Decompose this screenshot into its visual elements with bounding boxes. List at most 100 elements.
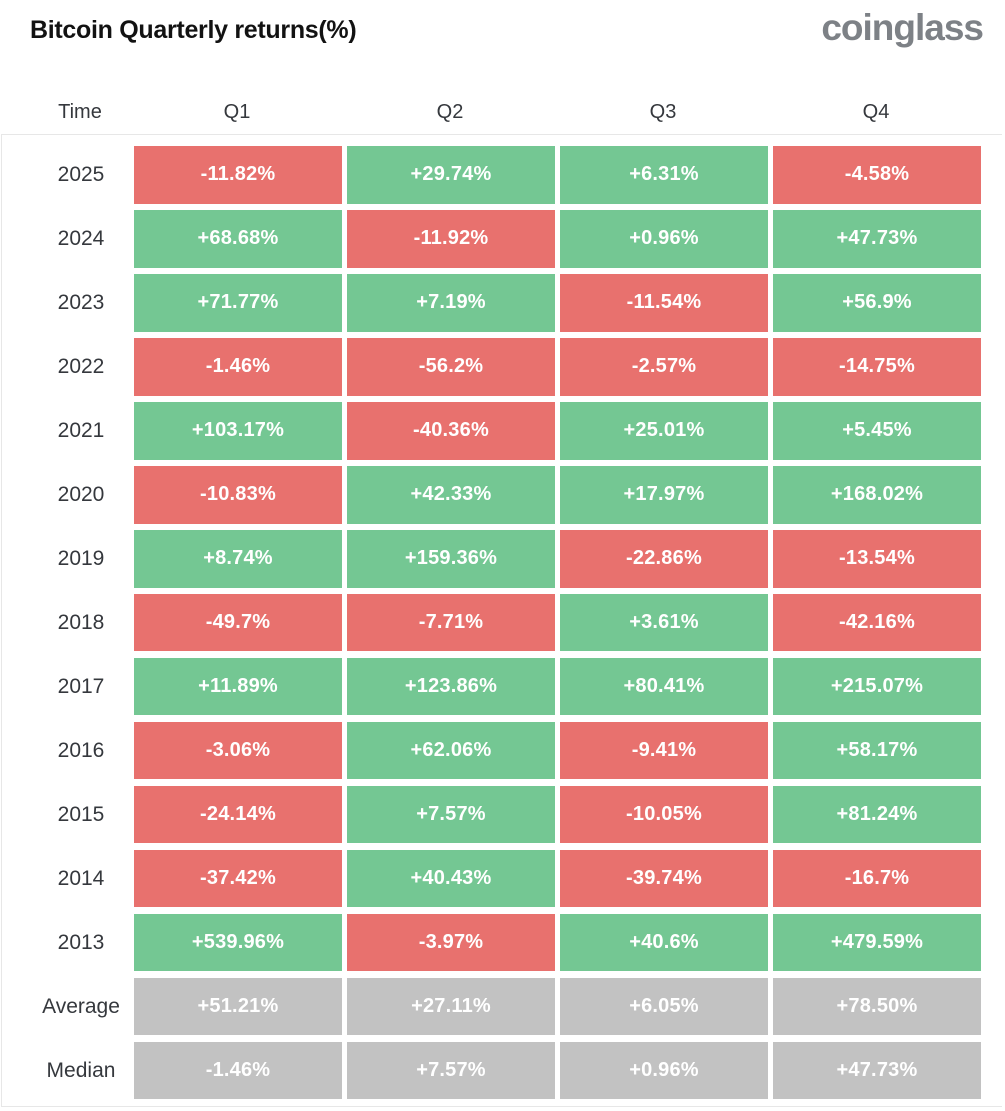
return-cell: +6.31%	[560, 146, 768, 204]
return-cell: +479.59%	[773, 913, 981, 972]
return-cell: -4.58%	[773, 146, 981, 204]
table-row: 2021 +103.17% -40.36% +25.01% +5.45%	[11, 401, 1002, 460]
row-label: 2014	[57, 866, 105, 890]
return-cell: +539.96%	[134, 913, 342, 972]
table-row: 2016 -3.06% +62.06% -9.41% +58.17%	[11, 721, 1002, 780]
table-row: Median -1.46% +7.57% +0.96% +47.73%	[11, 1041, 1002, 1100]
return-cell: -42.16%	[773, 593, 981, 652]
return-cell: +51.21%	[134, 977, 342, 1036]
table-row: 2022 -1.46% -56.2% -2.57% -14.75%	[11, 337, 1002, 396]
row-label: 2019	[57, 546, 105, 570]
return-cell: +17.97%	[560, 465, 768, 524]
row-label: 2015	[57, 802, 105, 826]
return-cell: -1.46%	[134, 1041, 342, 1100]
return-cell: +7.19%	[347, 273, 555, 332]
return-cell: -16.7%	[773, 849, 981, 908]
column-header-time: Time	[58, 100, 102, 123]
return-cell: +29.74%	[347, 146, 555, 204]
return-cell: +80.41%	[560, 657, 768, 716]
return-cell: -56.2%	[347, 337, 555, 396]
return-cell: -10.05%	[560, 785, 768, 844]
return-cell: -24.14%	[134, 785, 342, 844]
return-cell: -14.75%	[773, 337, 981, 396]
return-cell: +68.68%	[134, 209, 342, 268]
return-cell: -22.86%	[560, 529, 768, 588]
table-row: 2019 +8.74% +159.36% -22.86% -13.54%	[11, 529, 1002, 588]
return-cell: +40.43%	[347, 849, 555, 908]
return-cell: +8.74%	[134, 529, 342, 588]
page-header: Bitcoin Quarterly returns(%) coinglass	[0, 0, 1005, 50]
row-label: 2025	[57, 162, 105, 186]
return-cell: +7.57%	[347, 785, 555, 844]
return-cell: +71.77%	[134, 273, 342, 332]
return-cell: +159.36%	[347, 529, 555, 588]
row-label: 2022	[57, 354, 105, 378]
return-cell: +81.24%	[773, 785, 981, 844]
row-label: 2020	[57, 482, 105, 506]
table-header-row: Time Q1 Q2 Q3 Q4	[10, 90, 983, 134]
return-cell: +58.17%	[773, 721, 981, 780]
return-cell: +0.96%	[560, 1041, 768, 1100]
column-header-q2: Q2	[436, 100, 464, 123]
return-cell: -37.42%	[134, 849, 342, 908]
return-cell: -11.92%	[347, 209, 555, 268]
column-header-q1: Q1	[223, 100, 251, 123]
coinglass-logo: coinglass	[821, 7, 984, 48]
table-row: 2024 +68.68% -11.92% +0.96% +47.73%	[11, 209, 1002, 268]
table-row: 2014 -37.42% +40.43% -39.74% -16.7%	[11, 849, 1002, 908]
return-cell: -39.74%	[560, 849, 768, 908]
return-cell: +123.86%	[347, 657, 555, 716]
table-row: 2020 -10.83% +42.33% +17.97% +168.02%	[11, 465, 1002, 524]
row-label: Average	[42, 994, 120, 1018]
row-label: 2016	[57, 738, 105, 762]
return-cell: +47.73%	[773, 1041, 981, 1100]
return-cell: +6.05%	[560, 977, 768, 1036]
return-cell: -49.7%	[134, 593, 342, 652]
return-cell: +42.33%	[347, 465, 555, 524]
return-cell: +62.06%	[347, 721, 555, 780]
return-cell: +27.11%	[347, 977, 555, 1036]
return-cell: +56.9%	[773, 273, 981, 332]
row-label: 2018	[57, 610, 105, 634]
row-label: Median	[46, 1058, 116, 1082]
row-label: 2024	[57, 226, 105, 250]
table-row: 2018 -49.7% -7.71% +3.61% -42.16%	[11, 593, 1002, 652]
table-row: 2015 -24.14% +7.57% -10.05% +81.24%	[11, 785, 1002, 844]
return-cell: -11.82%	[134, 146, 342, 204]
return-cell: +11.89%	[134, 657, 342, 716]
page-title: Bitcoin Quarterly returns(%)	[30, 16, 357, 44]
return-cell: +5.45%	[773, 401, 981, 460]
row-label: 2021	[57, 418, 105, 442]
table-row: 2013 +539.96% -3.97% +40.6% +479.59%	[11, 913, 1002, 972]
return-cell: +215.07%	[773, 657, 981, 716]
return-cell: -10.83%	[134, 465, 342, 524]
return-cell: -13.54%	[773, 529, 981, 588]
return-cell: -11.54%	[560, 273, 768, 332]
table-row: 2017 +11.89% +123.86% +80.41% +215.07%	[11, 657, 1002, 716]
return-cell: +40.6%	[560, 913, 768, 972]
table-row: 2025 -11.82% +29.74% +6.31% -4.58%	[11, 146, 1002, 204]
row-label: 2013	[57, 930, 105, 954]
table-row: Average +51.21% +27.11% +6.05% +78.50%	[11, 977, 1002, 1036]
return-cell: +47.73%	[773, 209, 981, 268]
row-label: 2017	[57, 674, 105, 698]
returns-table: 2025 -11.82% +29.74% +6.31% -4.58% 2024 +68.68…	[1, 134, 1002, 1107]
return-cell: -1.46%	[134, 337, 342, 396]
row-label: 2023	[57, 290, 105, 314]
return-cell: +3.61%	[560, 593, 768, 652]
return-cell: -3.06%	[134, 721, 342, 780]
return-cell: +103.17%	[134, 401, 342, 460]
return-cell: -40.36%	[347, 401, 555, 460]
return-cell: +25.01%	[560, 401, 768, 460]
return-cell: -9.41%	[560, 721, 768, 780]
table-row: 2023 +71.77% +7.19% -11.54% +56.9%	[11, 273, 1002, 332]
return-cell: -2.57%	[560, 337, 768, 396]
return-cell: -7.71%	[347, 593, 555, 652]
column-header-q4: Q4	[862, 100, 890, 123]
column-header-q3: Q3	[649, 100, 677, 123]
return-cell: +168.02%	[773, 465, 981, 524]
return-cell: +7.57%	[347, 1041, 555, 1100]
return-cell: +78.50%	[773, 977, 981, 1036]
return-cell: +0.96%	[560, 209, 768, 268]
return-cell: -3.97%	[347, 913, 555, 972]
